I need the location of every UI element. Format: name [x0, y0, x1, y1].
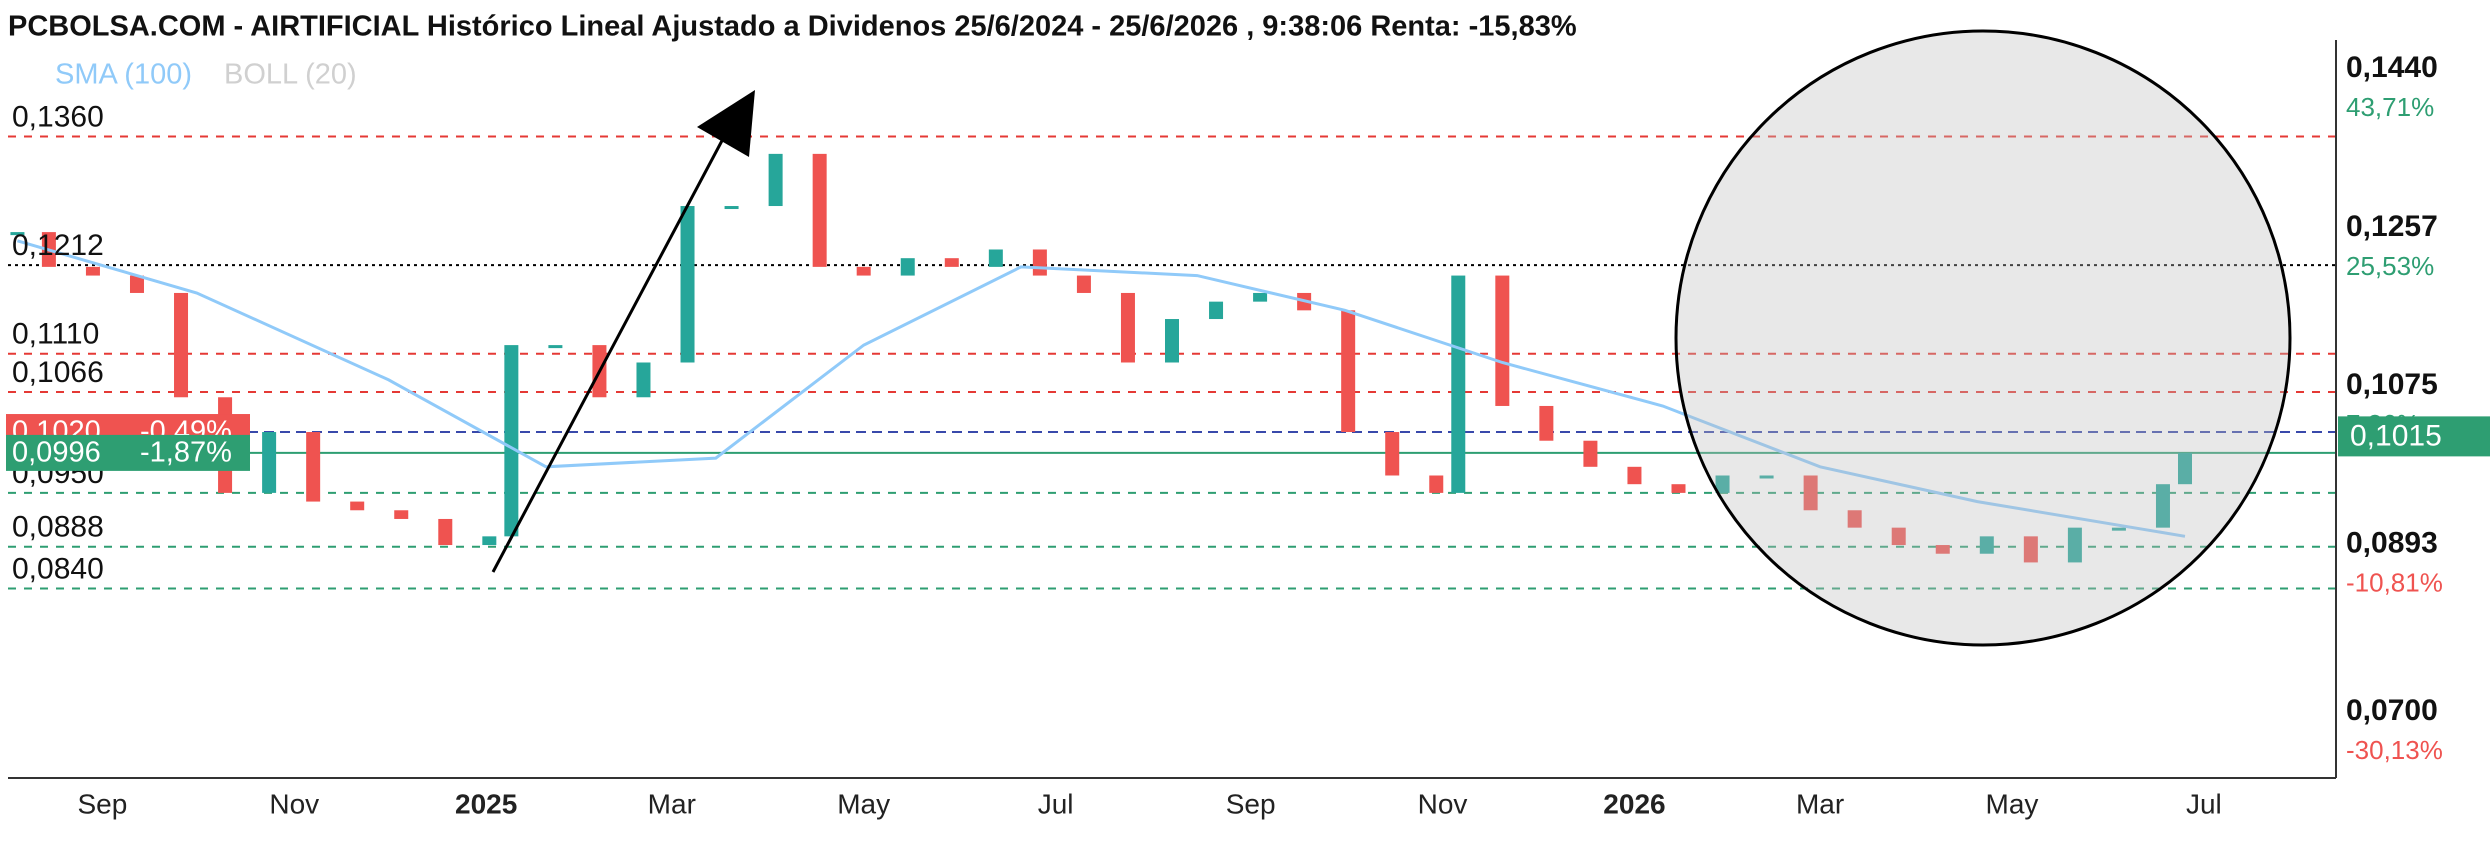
candle [2155, 484, 2170, 528]
level-label: 0,1066 [12, 356, 104, 389]
candle [174, 292, 189, 398]
level-label: 0,1110 [12, 318, 99, 351]
candle [1495, 275, 1510, 406]
candle [1891, 527, 1906, 546]
marks [10, 153, 2192, 563]
candle [262, 432, 277, 493]
candle [1385, 432, 1400, 476]
y-tick-label: 0,1075 [2346, 368, 2438, 401]
candle [2023, 536, 2038, 563]
candle [129, 275, 144, 293]
level-label: 0,0888 [12, 511, 104, 544]
level-label: 0,1360 [12, 100, 104, 133]
candle [85, 266, 100, 276]
y-tick-pct: 43,71% [2346, 92, 2434, 122]
candle [438, 518, 453, 546]
x-tick-label: Sep [1226, 788, 1276, 819]
candle [724, 206, 739, 210]
candle [1076, 275, 1091, 293]
x-tick-label: 2026 [1603, 788, 1665, 819]
x-tick-label: Mar [648, 788, 696, 819]
candle [350, 501, 365, 511]
levels [8, 135, 2336, 590]
candle [768, 153, 783, 207]
candle [1715, 475, 1730, 493]
arrow-line [491, 134, 727, 573]
x-tick-label: Jul [2186, 788, 2222, 819]
x-tick-label: Jul [1038, 788, 1074, 819]
last-price-label: 0,1015 [2350, 419, 2442, 452]
x-tick-label: Sep [77, 788, 127, 819]
candle [2177, 452, 2192, 485]
candle [10, 232, 25, 236]
candle [1253, 292, 1268, 302]
legend-boll: BOLL (20) [224, 59, 357, 91]
sma-line [16, 239, 2186, 538]
candle [482, 536, 497, 546]
last-price-box [2338, 416, 2490, 457]
candle [680, 206, 695, 363]
candle [1539, 405, 1554, 441]
candle [1032, 249, 1047, 276]
y-tick-label: 0,1257 [2346, 210, 2438, 243]
y-tick-pct: -30,13% [2346, 735, 2443, 765]
candle [548, 345, 563, 349]
candle [1627, 466, 1642, 485]
level-label: 0,0840 [12, 552, 104, 585]
x-tick-label: Nov [269, 788, 319, 819]
candle [988, 249, 1003, 267]
candle [1583, 440, 1598, 467]
x-tick-label: May [1986, 788, 2039, 819]
x-tick-label: 2025 [455, 788, 517, 819]
candle [1451, 275, 1466, 493]
y-tick-label: 0,0700 [2346, 694, 2438, 727]
candle [1120, 292, 1135, 363]
candle [1935, 545, 1950, 554]
marker-label: 0,0996 [12, 437, 101, 469]
y-tick-pct: -10,81% [2346, 567, 2443, 597]
legend-sma: SMA (100) [55, 59, 192, 91]
candle [394, 510, 409, 519]
candle [2111, 527, 2126, 531]
y-tick-pct: 25,53% [2346, 251, 2434, 281]
candle [1341, 310, 1356, 433]
x-tick-label: Nov [1418, 788, 1468, 819]
candle [900, 258, 915, 276]
marker-box [6, 434, 250, 471]
candle [944, 258, 959, 267]
candle [1429, 475, 1444, 493]
candle [1847, 510, 1862, 528]
candle [1209, 301, 1224, 320]
candle [812, 153, 827, 267]
candle [636, 362, 651, 398]
y-tick-label: 0,0893 [2346, 526, 2438, 559]
x-tick-label: Mar [1796, 788, 1844, 819]
candle [1803, 475, 1818, 511]
circle-drawing [1674, 29, 2292, 647]
marker-change: -1,87% [140, 437, 232, 469]
candle [1671, 484, 1686, 493]
candle [2067, 527, 2082, 563]
y-tick-label: 0,1440 [2346, 51, 2438, 84]
labels: Sep Nov 2025 Mar May Jul Sep Nov 2026 Mar May Jul 0,… [6, 51, 2490, 819]
candle [504, 345, 519, 537]
candle [1979, 536, 1994, 554]
arrow-head [697, 90, 755, 157]
x-tick-label: May [837, 788, 890, 819]
candle [1759, 475, 1774, 479]
candle [1165, 319, 1179, 363]
level-label: 0,1212 [12, 229, 104, 262]
chart-title: PCBOLSA.COM - AIRTIFICIAL Histórico Line… [8, 11, 1577, 43]
candle [856, 266, 871, 276]
candle [306, 432, 321, 502]
